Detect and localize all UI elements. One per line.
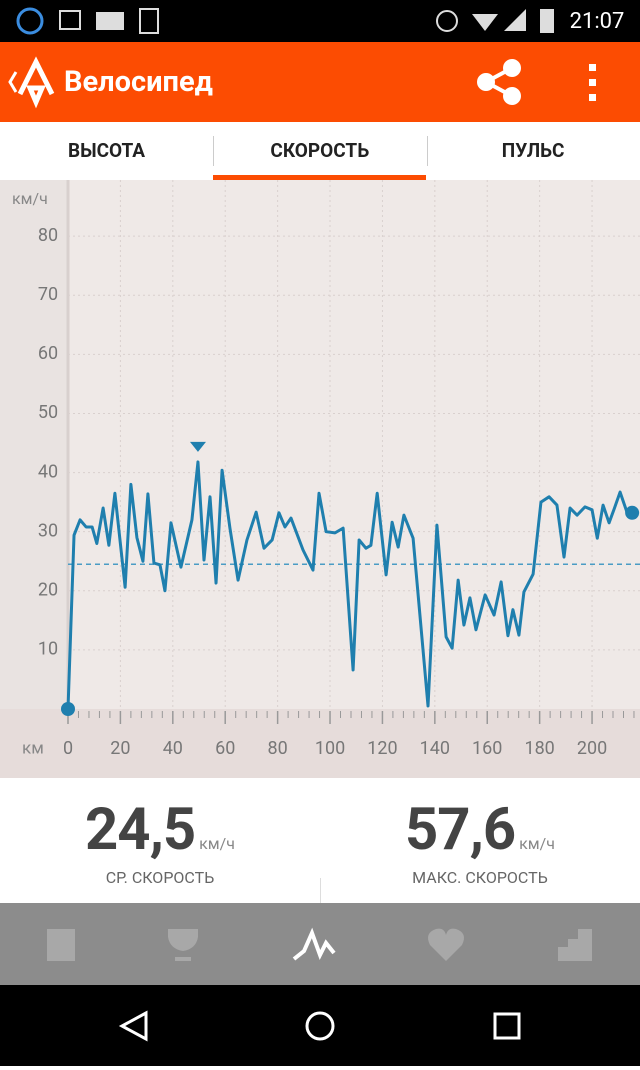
tab[interactable]: СКОРОСТЬ — [213, 122, 427, 180]
end-point — [61, 702, 75, 716]
stat-unit: км/ч — [519, 834, 555, 853]
stat-label: МАКС. СКОРОСТЬ — [412, 868, 548, 887]
heart-tab[interactable] — [428, 928, 464, 961]
tab-bar: ВЫСОТА СКОРОСТЬ ПУЛЬС — [0, 122, 640, 181]
app-title: Велосипед — [64, 65, 213, 99]
logo[interactable] — [0, 42, 64, 122]
nav-bar — [0, 985, 640, 1066]
alarm-icon — [436, 10, 458, 32]
strava-logo — [17, 56, 55, 109]
stat-unit: км/ч — [199, 834, 235, 853]
stat-value: 24,5 — [85, 796, 196, 864]
x-tick-label: 40 — [163, 738, 183, 759]
max-marker — [189, 441, 206, 452]
app-bar: Велосипед — [0, 42, 640, 122]
wifi-icon — [472, 14, 498, 31]
battery-icon — [540, 9, 554, 33]
status-icons: 21:07 — [16, 7, 625, 35]
bottom-icons — [47, 927, 592, 961]
nav-icons — [118, 1010, 521, 1042]
mail-icon — [96, 12, 124, 30]
x-axis-strip — [0, 709, 640, 778]
tab[interactable]: ПУЛЬС — [501, 139, 565, 162]
stat-value: 57,6 — [405, 796, 516, 864]
x-tick-label: 200 — [577, 738, 607, 759]
stat: 57,6 км/ч МАКС. СКОРОСТЬ — [320, 778, 640, 903]
image-icon — [59, 10, 81, 30]
y-tick-label: 40 — [38, 461, 58, 482]
status-bar: 21:07 — [0, 0, 640, 42]
menu-button[interactable] — [589, 64, 596, 101]
x-tick-label: 160 — [472, 738, 502, 759]
x-tick-label: 20 — [110, 738, 130, 759]
home-button[interactable] — [305, 1011, 335, 1041]
tab-divider — [426, 136, 428, 166]
y-tick-label: 30 — [38, 520, 58, 541]
summary-tab[interactable] — [47, 929, 75, 961]
x-tick-label: 60 — [215, 738, 235, 759]
achievements-tab[interactable] — [168, 929, 198, 961]
stat-value-row: 57,6 км/ч — [320, 796, 640, 864]
y-tick-label: 20 — [38, 580, 58, 601]
y-axis-label: км/ч — [12, 189, 48, 208]
tab[interactable]: ВЫСОТА — [67, 139, 146, 162]
y-tick-label: 50 — [38, 402, 58, 423]
x-tick-label: 0 — [63, 738, 73, 759]
x-axis-label: км — [22, 738, 44, 758]
x-tick-label: 180 — [524, 738, 554, 759]
clock: 21:07 — [570, 9, 625, 34]
stat-value-row: 24,5 км/ч — [0, 796, 320, 864]
speed-chart: км/ч км 10 20 30 40 50 60 70 80 0 20 40 60 80 100 120 1… — [0, 180, 640, 778]
signal-icon — [504, 9, 526, 31]
x-tick-label: 100 — [315, 738, 345, 759]
share-button[interactable] — [477, 59, 521, 105]
chart-bg — [0, 180, 640, 778]
stat: 24,5 км/ч СР. СКОРОСТЬ — [0, 778, 320, 903]
y-tick-label: 10 — [38, 639, 58, 660]
app-icon — [16, 7, 44, 35]
download-icon — [139, 8, 159, 34]
bottom-tabs — [0, 903, 640, 985]
y-tick-label: 60 — [38, 343, 58, 364]
stats-tab[interactable] — [558, 929, 592, 961]
analysis-tab[interactable] — [292, 927, 336, 961]
speed-line — [66, 460, 633, 710]
y-axis-strip — [0, 180, 68, 709]
stat-label: СР. СКОРОСТЬ — [105, 868, 215, 887]
tab-divider — [213, 136, 215, 166]
y-tick-label: 70 — [38, 284, 58, 305]
actions — [477, 59, 596, 105]
x-tick-label: 80 — [268, 738, 288, 759]
x-tick-label: 140 — [420, 738, 450, 759]
back-button[interactable] — [118, 1010, 148, 1042]
stats: 24,5 км/ч СР. СКОРОСТЬ 57,6 км/ч МАКС. СКОРОС… — [0, 778, 640, 903]
x-tick-label: 120 — [367, 738, 397, 759]
stat-divider — [320, 878, 321, 903]
y-tick-label: 80 — [38, 225, 58, 246]
back-arrow — [8, 71, 18, 93]
recents-button[interactable] — [493, 1012, 521, 1040]
end-point — [625, 505, 640, 520]
